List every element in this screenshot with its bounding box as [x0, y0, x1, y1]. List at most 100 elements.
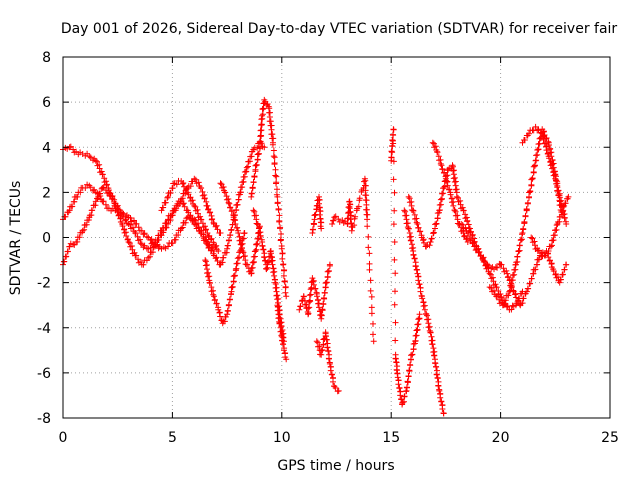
data-point	[423, 311, 430, 318]
x-tick-label: 20	[492, 430, 510, 446]
data-point	[201, 195, 208, 202]
data-point	[119, 209, 126, 216]
data-point	[467, 225, 473, 232]
data-point	[316, 304, 322, 311]
data-point	[283, 293, 290, 300]
data-point	[409, 351, 416, 358]
data-point	[504, 270, 511, 277]
data-point	[167, 217, 174, 223]
data-point	[206, 279, 213, 286]
data-point	[278, 245, 285, 252]
data-point	[401, 393, 408, 400]
data-point	[460, 207, 467, 214]
data-point	[163, 224, 170, 231]
data-point	[330, 217, 337, 224]
series-track-j	[297, 262, 333, 319]
data-point	[497, 261, 504, 268]
data-point	[191, 175, 198, 182]
data-point	[309, 275, 316, 282]
data-point	[239, 248, 246, 254]
data-point	[155, 236, 162, 243]
data-point	[559, 271, 566, 278]
data-point	[323, 336, 330, 343]
data-point	[528, 181, 535, 188]
data-point	[105, 189, 112, 196]
data-point	[205, 242, 212, 249]
data-point	[254, 221, 261, 227]
data-point	[356, 195, 363, 202]
data-point	[532, 157, 539, 164]
data-point	[99, 198, 106, 205]
data-point	[528, 176, 535, 183]
series-track-v	[529, 195, 571, 260]
data-point	[390, 221, 397, 228]
data-point	[407, 356, 414, 363]
data-point	[318, 225, 325, 232]
data-point	[119, 221, 126, 227]
axis-ticks: 0 5 10 15 20 25 -8 -6 -4 -2 0 2 4 6 8	[37, 50, 619, 446]
data-point	[545, 248, 552, 254]
data-point	[418, 293, 425, 300]
data-point	[355, 203, 362, 210]
data-point	[229, 283, 236, 290]
data-point	[63, 253, 70, 260]
data-point	[149, 249, 156, 256]
data-point	[523, 288, 530, 295]
data-point	[561, 214, 568, 221]
data-point	[138, 241, 145, 248]
data-point	[329, 221, 336, 227]
data-point	[503, 267, 510, 274]
data-point	[347, 216, 354, 223]
data-point	[368, 304, 375, 311]
data-point	[202, 257, 209, 264]
data-point	[269, 261, 276, 268]
data-point	[260, 246, 267, 253]
data-point	[370, 331, 376, 338]
data-point	[274, 186, 280, 193]
data-point	[395, 381, 402, 388]
data-point	[534, 248, 541, 254]
y-tick-label: -6	[37, 366, 51, 382]
data-point	[213, 300, 220, 307]
data-point	[184, 214, 191, 221]
data-point	[556, 279, 563, 286]
data-point	[543, 135, 550, 141]
data-point	[561, 266, 568, 273]
data-point	[396, 384, 403, 391]
data-point	[430, 229, 437, 236]
data-point	[550, 266, 557, 273]
data-point	[197, 184, 204, 191]
data-point	[449, 162, 456, 169]
data-point	[547, 162, 554, 169]
data-point	[182, 219, 189, 226]
data-point	[195, 179, 202, 186]
data-point	[397, 392, 404, 399]
data-point	[234, 224, 241, 231]
data-point	[368, 310, 375, 317]
data-point	[534, 127, 541, 134]
data-point	[171, 207, 178, 214]
data-point	[77, 189, 84, 196]
x-axis-label: GPS time / hours	[277, 458, 394, 474]
data-point	[204, 230, 211, 236]
data-point	[530, 270, 537, 277]
data-point	[339, 217, 346, 224]
data-point	[226, 200, 233, 207]
data-point	[505, 273, 512, 280]
x-tick-label: 25	[601, 430, 619, 446]
data-point	[391, 301, 398, 308]
data-point	[61, 258, 68, 265]
data-point	[254, 144, 261, 151]
data-point	[224, 245, 231, 252]
data-point	[390, 158, 397, 165]
data-point	[311, 216, 318, 223]
data-point	[526, 130, 532, 137]
data-point	[145, 245, 152, 252]
data-point	[325, 347, 332, 354]
data-point	[231, 272, 238, 279]
data-point	[197, 227, 204, 234]
data-point	[324, 344, 331, 351]
data-point	[132, 221, 139, 227]
data-point	[332, 213, 339, 220]
data-point	[137, 236, 143, 243]
